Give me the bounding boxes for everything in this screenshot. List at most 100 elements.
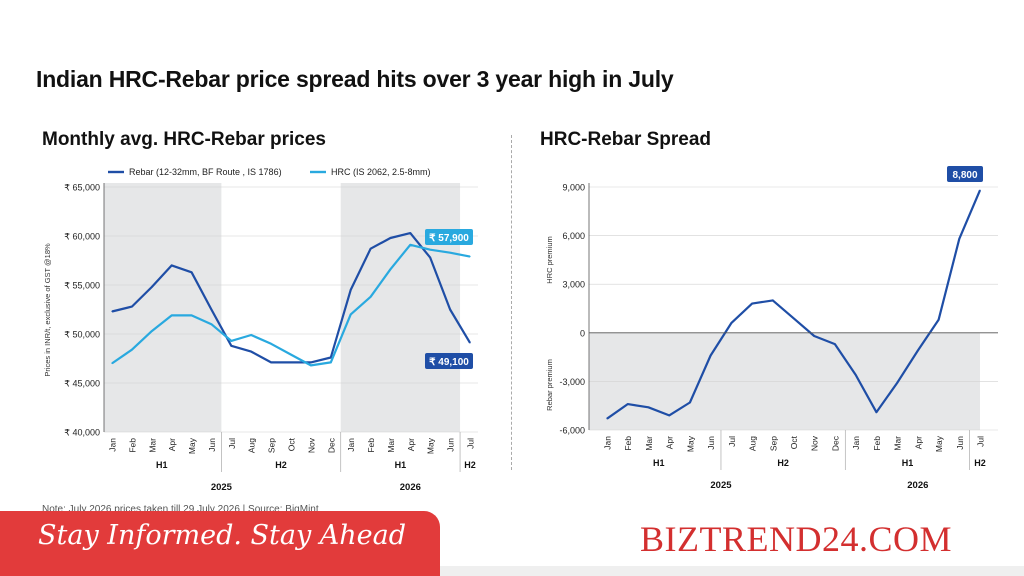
y-axis-title: Prices in INR/t, exclusive of GST @18% (43, 243, 52, 377)
data-point (429, 256, 431, 259)
y-tick-label: 9,000 (562, 183, 585, 193)
x-tick-label: May (934, 435, 944, 452)
data-point (389, 268, 392, 270)
data-point (350, 289, 352, 291)
data-point (369, 248, 372, 250)
year-label: 2026 (907, 480, 928, 491)
data-point (230, 345, 232, 347)
x-tick-label: Mar (893, 436, 903, 451)
x-tick-label: Apr (167, 438, 177, 451)
x-tick-label: Jun (207, 438, 217, 452)
data-point (647, 406, 650, 408)
spread-callout: 8,800 (952, 170, 977, 181)
x-tick-label: Apr (406, 438, 416, 451)
half-year-label: H1 (395, 460, 407, 470)
x-tick-label: Oct (789, 435, 799, 449)
rebar-callout: ₹ 49,100 (429, 357, 469, 368)
x-tick-label: Aug (748, 436, 758, 451)
x-tick-label: Aug (247, 438, 257, 453)
x-tick-label: Mar (386, 438, 396, 453)
data-point (958, 238, 960, 240)
x-tick-label: Jul (976, 436, 986, 447)
hrc-premium-label: HRC premium (545, 236, 554, 284)
x-tick-label: Jan (346, 438, 356, 452)
data-point (772, 299, 774, 301)
data-point (310, 364, 312, 366)
x-tick-label: Jun (706, 436, 716, 450)
x-tick-label: Jul (227, 438, 237, 449)
rebar-callout-box (425, 353, 473, 369)
x-tick-label: Jan (603, 436, 613, 450)
chart-divider (511, 135, 512, 470)
x-tick-label: Oct (287, 437, 297, 451)
x-tick-label: Dec (326, 437, 336, 453)
data-point (627, 403, 629, 405)
hrc-callout-box (425, 229, 473, 245)
y-tick-label: ₹ 40,000 (64, 428, 100, 438)
y-tick-label: -3,000 (559, 377, 585, 387)
data-point (389, 237, 392, 239)
data-point (429, 249, 431, 251)
data-point (171, 314, 173, 316)
x-tick-label: Jun (446, 438, 456, 452)
right-chart-title: HRC-Rebar Spread (540, 129, 712, 150)
data-point (310, 361, 312, 364)
x-tick-label: Feb (127, 438, 137, 453)
data-point (409, 244, 411, 246)
year-label: 2025 (211, 482, 233, 493)
footer-banner (0, 511, 440, 576)
data-point (792, 317, 795, 319)
data-point (834, 343, 836, 345)
x-tick-label: Mar (644, 436, 654, 451)
y-tick-label: 0 (580, 328, 585, 338)
data-point (813, 335, 815, 337)
half-year-label: H1 (902, 458, 914, 468)
data-point (369, 296, 372, 298)
data-point (917, 350, 919, 352)
shaded-period-0-0 (104, 183, 222, 432)
x-tick-label: Apr (913, 436, 923, 449)
data-point (250, 334, 252, 336)
data-point (896, 382, 898, 384)
data-point (151, 330, 153, 332)
x-tick-label: Feb (623, 436, 633, 451)
x-tick-label: May (685, 435, 695, 452)
data-point (210, 323, 213, 325)
data-point (937, 319, 940, 321)
spread-callout-box (947, 166, 983, 182)
legend-label: Rebar (12-32mm, BF Route , IS 1786) (129, 167, 282, 177)
data-point (449, 252, 451, 254)
x-tick-label: Jun (955, 436, 965, 450)
data-point (668, 414, 670, 417)
footer-strip (0, 566, 1024, 576)
data-point (111, 310, 113, 313)
data-point (250, 351, 252, 353)
data-point (469, 255, 471, 258)
data-point (330, 356, 332, 359)
half-year-label: H2 (464, 460, 476, 470)
data-point (730, 322, 732, 324)
x-tick-label: Feb (872, 436, 882, 451)
data-point (270, 343, 272, 345)
x-tick-label: Apr (665, 436, 675, 449)
data-point (330, 361, 332, 364)
x-tick-label: Jan (851, 436, 861, 450)
data-point (270, 361, 272, 364)
data-point (710, 354, 712, 357)
footer-brand-logo: BIZTREND24.COM (640, 519, 952, 559)
x-tick-label: Jul (727, 436, 737, 447)
half-year-label: H2 (275, 460, 287, 470)
y-tick-label: ₹ 55,000 (64, 281, 100, 291)
y-tick-label: 3,000 (562, 280, 585, 290)
data-point (111, 362, 113, 364)
half-year-label: H1 (156, 460, 168, 470)
data-point (131, 305, 133, 308)
source-note: Note: July 2026 prices taken till 29 Jul… (42, 504, 319, 515)
x-tick-label: Mar (147, 438, 157, 453)
half-year-label: H2 (974, 458, 986, 468)
half-year-label: H1 (653, 458, 665, 468)
x-tick-label: Sep (768, 436, 778, 451)
page-title: Indian HRC-Rebar price spread hits over … (36, 66, 674, 92)
x-tick-label: Nov (306, 437, 316, 453)
